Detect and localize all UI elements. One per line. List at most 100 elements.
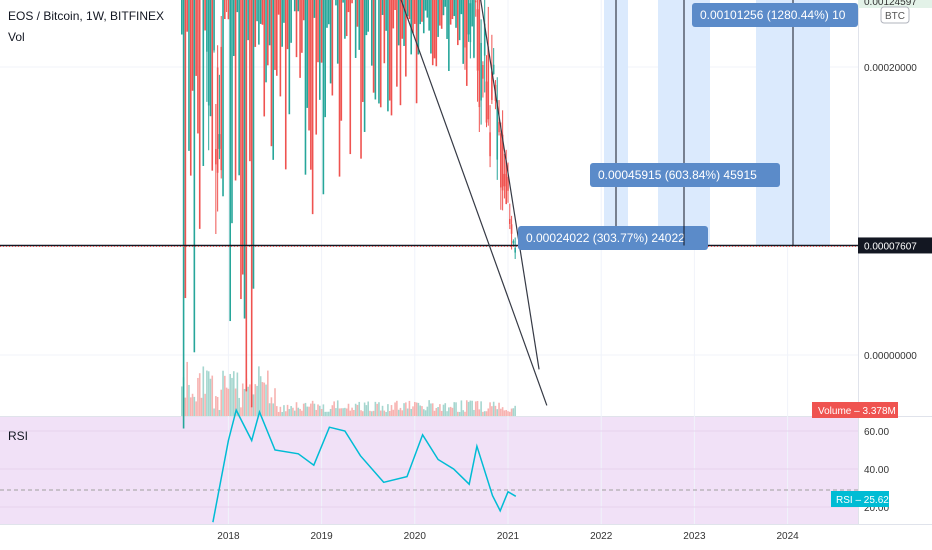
candle-body [396,0,398,87]
volume-bar [319,405,321,416]
candle-body [405,0,407,77]
volume-bar [236,372,239,416]
measurement-tools[interactable]: 0.00024022 (303.77%) 24022 0.00045915 (60… [518,0,858,250]
candle-body [433,0,436,59]
volume-bar [408,400,411,416]
volume-bar [315,409,318,416]
volume-bar [383,410,386,416]
volume-bar [283,405,285,416]
candle-body [274,0,276,70]
volume-bar [317,404,319,416]
time-tick-label: 2019 [310,531,333,542]
candle-body [279,0,282,97]
volume-bar [446,411,448,416]
volume-bar [256,385,258,416]
volume-bar [485,411,488,416]
volume-bar [360,410,362,416]
candle-body [453,0,456,17]
volume-bar [250,406,253,416]
volume-bar [494,405,497,416]
volume-bar [412,406,414,416]
candle-body [439,0,441,26]
volume-bar [417,402,420,416]
candle-body [207,0,210,106]
rsi-tick-label: 40.00 [864,465,889,476]
volume-bar [403,403,405,416]
volume-bar [308,406,310,416]
volume-bar [440,410,443,416]
volume-bar [302,403,305,416]
volume-bar [426,406,429,416]
volume-bar [297,407,300,416]
volume-bar [489,402,491,416]
volume-bar [435,408,438,416]
volume-bar [224,375,226,416]
currency-badge[interactable] [880,6,910,24]
time-tick-label: 2024 [776,531,799,542]
level-lines[interactable] [0,0,858,247]
volume-bar [480,401,482,416]
candle-body [281,0,283,47]
volume-bar [338,408,341,416]
volume-bar [401,410,404,416]
volume-bar [356,404,359,416]
candle-body [322,0,325,195]
volume-bar [198,373,201,416]
candle-body [297,0,300,12]
volume-bar [508,411,511,416]
volume-bar [195,401,197,416]
volume-bar [320,409,323,416]
volume-bar [365,405,368,416]
candle-body [326,0,328,28]
volume-bar [487,408,490,416]
candle-body [222,0,224,197]
volume-bar [354,403,357,416]
volume-bar [344,407,346,416]
candle-body [320,0,323,63]
candle-body [354,0,357,58]
candle-body [338,0,341,177]
candle-body [372,0,375,93]
candle-body [455,0,457,28]
candle-body [240,0,242,300]
volume-bar [218,409,221,416]
candle-body [403,0,405,46]
volume-bar [430,403,432,416]
volume-bar [449,406,452,416]
candle-body [491,71,493,100]
candle-body [385,0,387,31]
candle-body [329,0,332,84]
volume-bar [293,410,296,416]
trendlines[interactable] [205,0,548,406]
candle-body [224,0,226,20]
volume-bar [483,411,486,416]
candle-body [241,0,244,275]
candle-body [505,160,508,204]
volume-bar [491,406,493,416]
candle-body [268,0,271,46]
candle-body [465,0,468,86]
trendline [480,0,540,370]
volume-bar [229,374,231,416]
volume-bar [431,403,434,416]
volume-bar [448,407,450,416]
candle-body [462,0,464,64]
candle-body [186,0,188,32]
volume-bar [462,410,464,416]
candle-body [431,0,434,66]
candle-body [480,42,482,101]
candle-body [378,0,380,104]
candle-body [464,0,466,48]
candle-body [311,0,314,215]
candle-body [492,64,495,75]
volume-bar [240,407,242,416]
volume-bar [267,370,269,416]
volume-bar [342,408,344,416]
price-pane[interactable] [0,0,858,416]
candle-body [197,0,199,134]
volume-bar [258,366,260,416]
candle-body [449,0,452,25]
candle-body [500,133,502,188]
volume-bar [200,397,203,416]
